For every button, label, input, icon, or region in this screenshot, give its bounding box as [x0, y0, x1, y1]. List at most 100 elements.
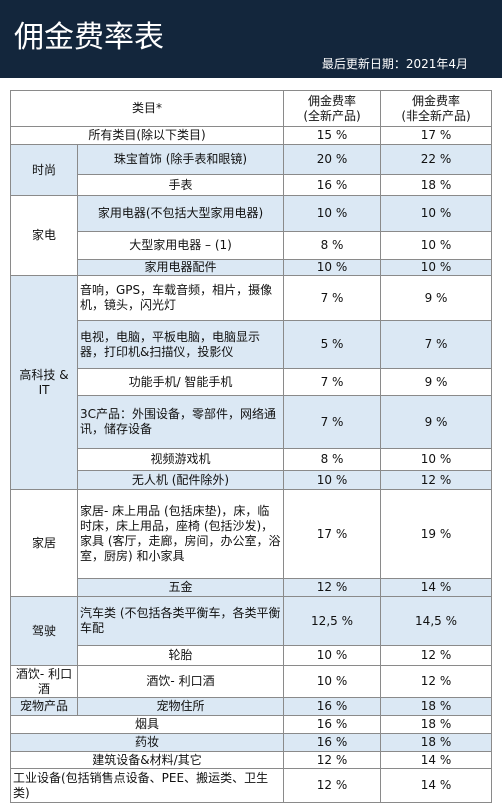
rate: 5 %	[283, 320, 382, 369]
group: 宠物产品	[10, 697, 78, 716]
row: 家居 家居- 床上用品 (包括床垫)，床，临时床，床上用品，座椅 (包括沙发)，家…	[10, 489, 493, 597]
rate: 18 %	[380, 174, 493, 196]
row: 家电 家用电器(不包括大型家用电器) 10 % 10 %	[10, 195, 493, 276]
row: 视频游戏机 8 % 10 %	[11, 448, 493, 471]
category: 汽车类 (不包括各类平衡车，各类平衡车配	[76, 596, 285, 646]
row: 所有类目(除以下类目) 15 % 17 %	[9, 126, 493, 145]
rate: 7 %	[380, 320, 493, 369]
category: 轮胎	[76, 645, 285, 666]
rate: 12 %	[380, 470, 493, 490]
row: 家用电器配件 10 % 10 %	[11, 259, 493, 276]
rate: 7 %	[283, 275, 382, 321]
rate: 12 %	[283, 578, 382, 597]
group: 驾驶	[10, 596, 78, 666]
header-row: 类目* 佣金费率 (全新产品) 佣金费率 (非全新产品)	[9, 90, 493, 127]
group: 家电	[10, 195, 78, 276]
category: 烟具	[9, 715, 285, 734]
rate: 10 %	[380, 448, 493, 471]
category: 3C产品：外围设备，零部件，网络通讯，储存设备	[76, 395, 285, 449]
column-header: 类目*	[9, 90, 285, 127]
rate: 10 %	[380, 195, 493, 232]
rate: 12 %	[380, 645, 493, 666]
category: 家用电器(不包括大型家用电器)	[76, 195, 285, 232]
column-header: 佣金费率 (全新产品)	[283, 90, 382, 127]
row: 建筑设备&材料/其它 12 % 14 %	[9, 751, 493, 769]
rate: 17 %	[380, 126, 493, 145]
category: 电视，电脑，平板电脑，电脑显示器，打印机&扫描仪，投影仪	[76, 320, 285, 369]
row: 无人机 (配件除外) 10 % 12 %	[11, 470, 493, 490]
category: 所有类目(除以下类目)	[9, 126, 285, 145]
rate: 10 %	[283, 665, 382, 698]
row: 功能手机/ 智能手机 7 % 9 %	[11, 368, 493, 396]
rate: 10 %	[283, 645, 382, 666]
row: 大型家用电器 – (1) 8 % 10 %	[11, 231, 493, 260]
rate: 8 %	[283, 231, 382, 260]
row: 高科技 & IT 音响，GPS，车载音频，相片，摄像机，镜头，闪光灯 7 % 9 %	[10, 275, 493, 490]
category: 家用电器配件	[76, 259, 285, 276]
row: 酒饮- 利口酒 酒饮- 利口酒 10 % 12 %	[10, 665, 493, 698]
rate: 10 %	[283, 259, 382, 276]
rate: 15 %	[283, 126, 382, 145]
rate: 16 %	[283, 174, 382, 196]
rate: 9 %	[380, 395, 493, 449]
rate: 17 %	[283, 489, 382, 579]
rate: 9 %	[380, 368, 493, 396]
rate: 14 %	[380, 768, 493, 803]
group: 时尚	[10, 144, 78, 196]
header: 佣金费率表 最后更新日期：2021年4月	[0, 0, 502, 78]
rate: 16 %	[283, 697, 382, 716]
row: 手表 16 % 18 %	[11, 174, 493, 196]
row: 工业设备(包括销售点设备、PEE、搬运类、卫生类) 12 % 14 %	[9, 768, 493, 803]
rate: 12 %	[380, 665, 493, 698]
category: 五金	[76, 578, 285, 597]
row: 时尚 珠宝首饰 (除手表和眼镜) 20 % 22 %	[10, 144, 493, 196]
row: 烟具 16 % 18 %	[9, 715, 493, 734]
category: 无人机 (配件除外)	[76, 470, 285, 490]
rate: 14,5 %	[380, 596, 493, 646]
rate: 7 %	[283, 395, 382, 449]
rate: 19 %	[380, 489, 493, 579]
row: 五金 12 % 14 %	[11, 578, 493, 597]
rate: 7 %	[283, 368, 382, 396]
category: 珠宝首饰 (除手表和眼镜)	[76, 144, 285, 175]
category: 酒饮- 利口酒	[76, 665, 285, 698]
rate: 12 %	[283, 751, 382, 769]
row: 轮胎 10 % 12 %	[11, 645, 493, 666]
rate: 14 %	[380, 578, 493, 597]
rate: 10 %	[380, 231, 493, 260]
group: 酒饮- 利口酒	[10, 665, 78, 698]
rate: 8 %	[283, 448, 382, 471]
rate: 12,5 %	[283, 596, 382, 646]
category: 工业设备(包括销售点设备、PEE、搬运类、卫生类)	[9, 768, 285, 803]
rate: 12 %	[283, 768, 382, 803]
row: 宠物产品 宠物住所 16 % 18 %	[10, 697, 493, 716]
category: 建筑设备&材料/其它	[9, 751, 285, 769]
title: 佣金费率表	[14, 20, 164, 55]
rate: 20 %	[283, 144, 382, 175]
rate: 18 %	[380, 715, 493, 734]
rate: 14 %	[380, 751, 493, 769]
rate: 10 %	[283, 470, 382, 490]
rate: 9 %	[380, 275, 493, 321]
row: 3C产品：外围设备，零部件，网络通讯，储存设备 7 % 9 %	[11, 395, 493, 449]
category: 药妆	[9, 733, 285, 752]
rate-table: 类目* 佣金费率 (全新产品) 佣金费率 (非全新产品) 所有类目(除以下类目)…	[9, 90, 493, 803]
category: 宠物住所	[76, 697, 285, 716]
rate: 16 %	[283, 733, 382, 752]
category: 视频游戏机	[76, 448, 285, 471]
row: 驾驶 汽车类 (不包括各类平衡车，各类平衡车配 12,5 % 14,5 %	[10, 596, 493, 666]
group: 高科技 & IT	[10, 275, 78, 490]
category: 大型家用电器 – (1)	[76, 231, 285, 260]
rate: 16 %	[283, 715, 382, 734]
rate: 10 %	[380, 259, 493, 276]
column-header: 佣金费率 (非全新产品)	[380, 90, 493, 127]
rate: 22 %	[380, 144, 493, 175]
rate: 10 %	[283, 195, 382, 232]
updated-date: 最后更新日期：2021年4月	[321, 57, 468, 71]
category: 家居- 床上用品 (包括床垫)，床，临时床，床上用品，座椅 (包括沙发)，家具 …	[76, 489, 285, 579]
category: 手表	[76, 174, 285, 196]
group: 家居	[10, 489, 78, 597]
row: 电视，电脑，平板电脑，电脑显示器，打印机&扫描仪，投影仪 5 % 7 %	[11, 320, 493, 369]
rate: 18 %	[380, 733, 493, 752]
